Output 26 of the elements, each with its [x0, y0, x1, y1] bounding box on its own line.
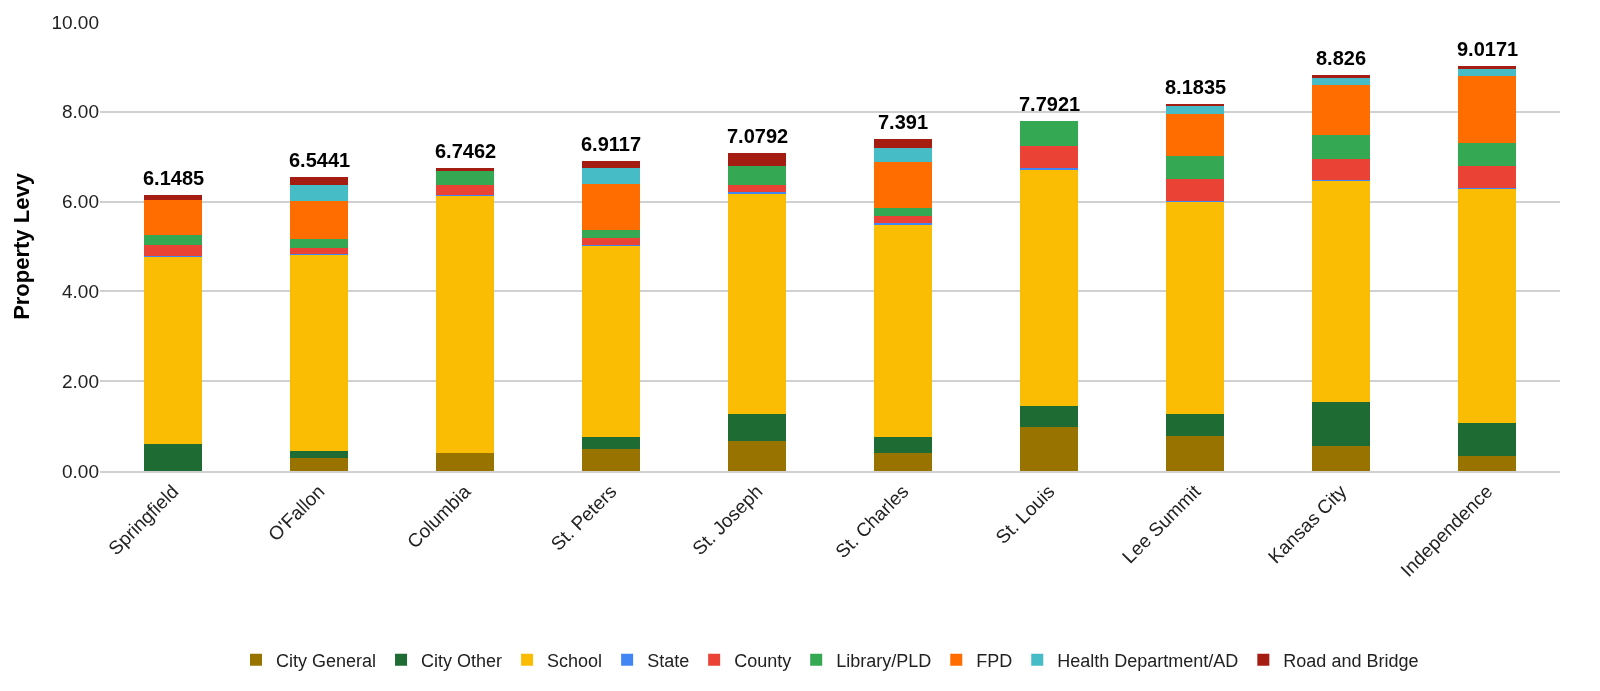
total-label: 6.9117 — [581, 133, 642, 155]
legend-label: Health Department/AD — [1057, 650, 1239, 671]
legend-label: Road and Bridge — [1283, 650, 1419, 671]
legend-label: County — [734, 650, 792, 671]
y-tick-label: 6.00 — [62, 191, 99, 213]
legend-label: Library/PLD — [836, 650, 932, 671]
legend-label: State — [647, 650, 690, 671]
total-label: 7.391 — [878, 111, 929, 133]
legend-label: City General — [276, 650, 377, 671]
total-label: 8.826 — [1316, 47, 1367, 69]
total-label: 8.1835 — [1165, 76, 1227, 98]
total-label: 6.5441 — [289, 149, 351, 171]
y-tick-label: 4.00 — [62, 281, 99, 303]
legend-label: School — [547, 650, 603, 671]
total-label: 6.1485 — [143, 167, 205, 189]
total-label: 7.7921 — [1019, 93, 1081, 115]
y-axis-title: Property Levy — [9, 172, 35, 320]
y-tick-label: 2.00 — [62, 370, 99, 392]
total-label: 9.0171 — [1457, 38, 1519, 60]
total-label: 6.7462 — [435, 140, 497, 162]
y-tick-label: 8.00 — [62, 101, 99, 123]
total-label: 7.0792 — [727, 125, 789, 147]
legend-label: FPD — [976, 650, 1013, 671]
legend-label: City Other — [421, 650, 503, 671]
y-tick-label: 10.00 — [51, 11, 99, 33]
y-tick-label: 0.00 — [62, 460, 99, 482]
